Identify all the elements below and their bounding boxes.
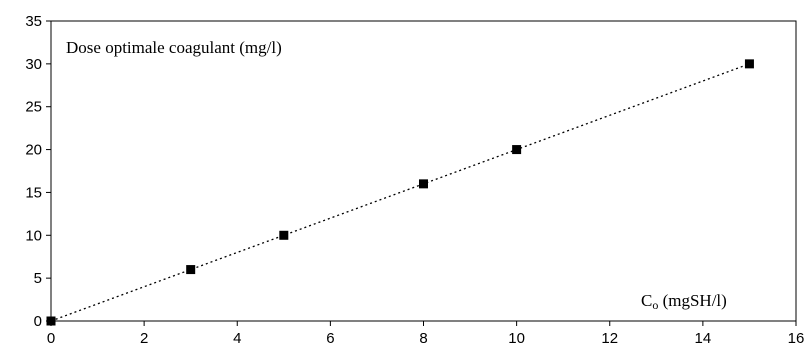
x-tick-label: 10: [508, 330, 525, 347]
x-tick-label: 16: [788, 330, 805, 347]
x-tick-label: 0: [47, 330, 55, 347]
data-point: [279, 230, 289, 240]
x-tick-label: 8: [419, 330, 427, 347]
data-points: [46, 59, 754, 326]
x-axis-label: Co (mgSH/l): [641, 291, 727, 312]
x-tick-label: 6: [326, 330, 334, 347]
data-point: [512, 145, 522, 155]
y-tick-label: 30: [25, 56, 42, 73]
x-axis-label-main: C: [641, 291, 652, 310]
data-point: [186, 265, 196, 275]
y-tick-label: 25: [25, 99, 42, 116]
x-axis-label-subscript: o: [652, 298, 658, 312]
y-axis-label: Dose optimale coagulant (mg/l): [66, 38, 282, 57]
y-tick-label: 10: [25, 227, 42, 244]
y-axis-ticks: 0 5 10 15 20 25 30 35: [25, 13, 51, 330]
y-tick-label: 20: [25, 142, 42, 159]
trendline: [50, 63, 750, 322]
y-tick-label: 35: [25, 13, 42, 30]
data-point: [419, 179, 428, 189]
x-tick-label: 4: [233, 330, 241, 347]
y-tick-label: 0: [34, 313, 42, 330]
data-point: [744, 59, 754, 69]
x-tick-label: 2: [140, 330, 148, 347]
x-tick-label: 14: [695, 330, 712, 347]
y-tick-label: 5: [34, 270, 42, 287]
x-axis-label-rest: (mgSH/l): [658, 291, 726, 310]
y-tick-label: 15: [25, 184, 42, 201]
data-point: [46, 316, 56, 326]
x-tick-label: 12: [601, 330, 618, 347]
plot-area: [50, 20, 797, 322]
x-axis-ticks: 0 2 4 6 8 10 12 14 16: [47, 321, 805, 347]
